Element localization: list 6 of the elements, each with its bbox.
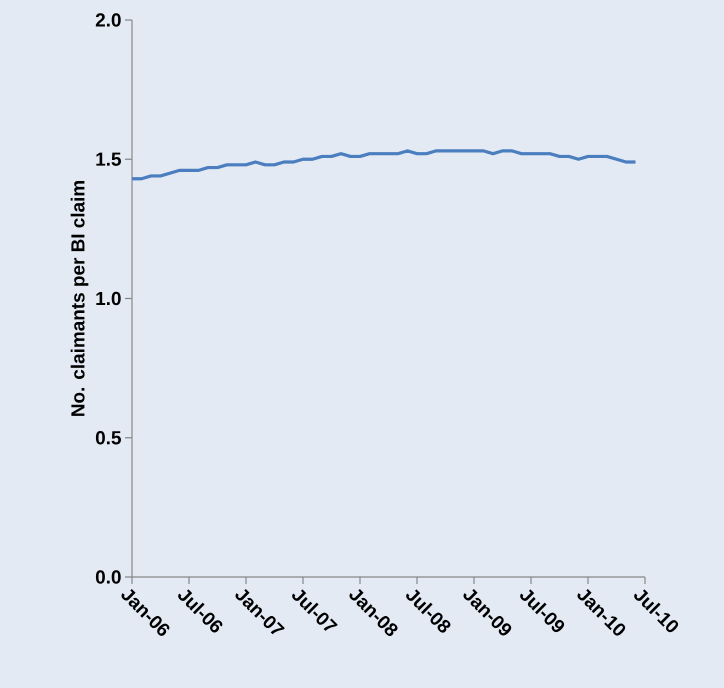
y-tick-label: 1.0 [96,292,121,306]
y-tick-label: 2.0 [96,13,121,27]
y-axis-title: No. claimants per BI claim [70,180,88,416]
y-tick-label: 1.5 [96,152,121,166]
y-tick-label: 0.5 [96,431,121,444]
y-tick-label: 0.0 [96,570,121,584]
